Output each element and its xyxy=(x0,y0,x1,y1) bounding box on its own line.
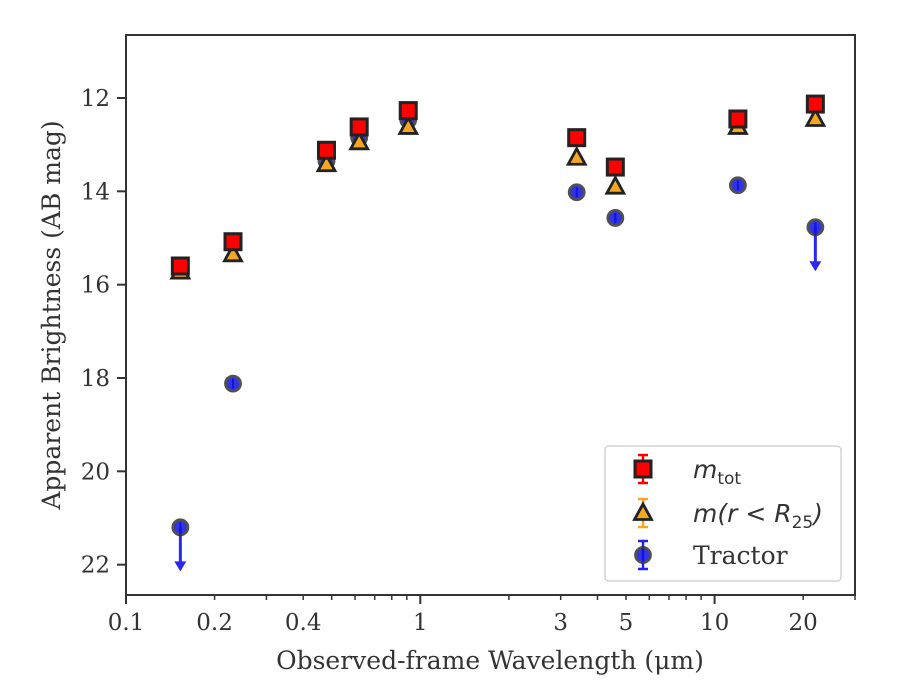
legend-label-subscript: tot xyxy=(717,469,741,489)
legend-entry: mtot xyxy=(633,453,741,489)
legend-label-main: Tractor xyxy=(693,541,788,570)
data-point xyxy=(567,128,587,148)
data-point xyxy=(728,176,747,195)
data-point xyxy=(397,115,420,135)
legend-label-subscript: 25 xyxy=(792,513,814,533)
data-marks xyxy=(169,94,827,572)
legend-label-main: m xyxy=(693,455,717,484)
data-point xyxy=(170,256,190,276)
data-point xyxy=(604,174,627,195)
x-tick-label: 20 xyxy=(789,610,818,636)
x-tick-label: 1 xyxy=(413,610,428,636)
data-point xyxy=(605,157,625,177)
x-tick-label: 10 xyxy=(700,610,729,636)
data-point xyxy=(728,109,748,129)
legend-label: mtot xyxy=(693,455,741,489)
tick-labels: 0.1 0.2 0.4 1 3 5 10 20 12 14 16 18 20 22 xyxy=(81,86,818,636)
legend-marker xyxy=(633,459,653,479)
data-point xyxy=(348,130,371,151)
x-tick-label: 3 xyxy=(553,610,568,636)
data-point xyxy=(223,232,243,252)
legend-entry: Tractor xyxy=(634,539,788,571)
series-m-tot xyxy=(170,94,825,276)
x-tick-label: 0.4 xyxy=(285,610,322,636)
legend-entry: m(r < R25) xyxy=(632,497,823,533)
data-point xyxy=(224,374,242,393)
legend-label: Tractor xyxy=(693,541,788,570)
y-tick-label: 22 xyxy=(81,553,110,579)
y-axis-label: Apparent Brightness (AB mag) xyxy=(37,120,66,510)
legend: mtot m(r < R25) Tractor xyxy=(604,445,842,582)
x-tick-label: 0.1 xyxy=(108,610,145,636)
legend-box xyxy=(604,445,842,582)
y-tick-label: 12 xyxy=(81,86,110,112)
legend-marker xyxy=(632,501,654,521)
data-point xyxy=(171,518,190,537)
y-tick-label: 20 xyxy=(81,459,110,485)
y-tick-label: 18 xyxy=(81,366,110,392)
upper-limit-arrowhead xyxy=(809,261,822,272)
y-tick-label: 14 xyxy=(81,179,110,205)
data-point xyxy=(565,145,588,166)
data-point xyxy=(315,152,338,173)
legend-marker xyxy=(634,546,652,564)
x-tick-label: 0.2 xyxy=(196,610,233,636)
data-point xyxy=(805,94,825,114)
legend-label-tail: ) xyxy=(811,499,823,528)
legend-label-main: m(r < R xyxy=(693,499,792,528)
data-point xyxy=(804,107,827,127)
data-point xyxy=(806,218,825,237)
data-point xyxy=(349,117,369,137)
data-point xyxy=(567,183,586,202)
data-point xyxy=(606,209,625,227)
upper-limit-arrowhead xyxy=(174,561,187,572)
data-point xyxy=(316,140,336,160)
legend-label: m(r < R25) xyxy=(693,499,823,533)
data-point xyxy=(398,101,418,121)
x-axis-label: Observed-frame Wavelength (μm) xyxy=(276,646,704,675)
y-tick-label: 16 xyxy=(81,273,110,299)
x-tick-label: 5 xyxy=(619,610,634,636)
data-point xyxy=(222,242,244,263)
plot-frame xyxy=(125,34,856,596)
